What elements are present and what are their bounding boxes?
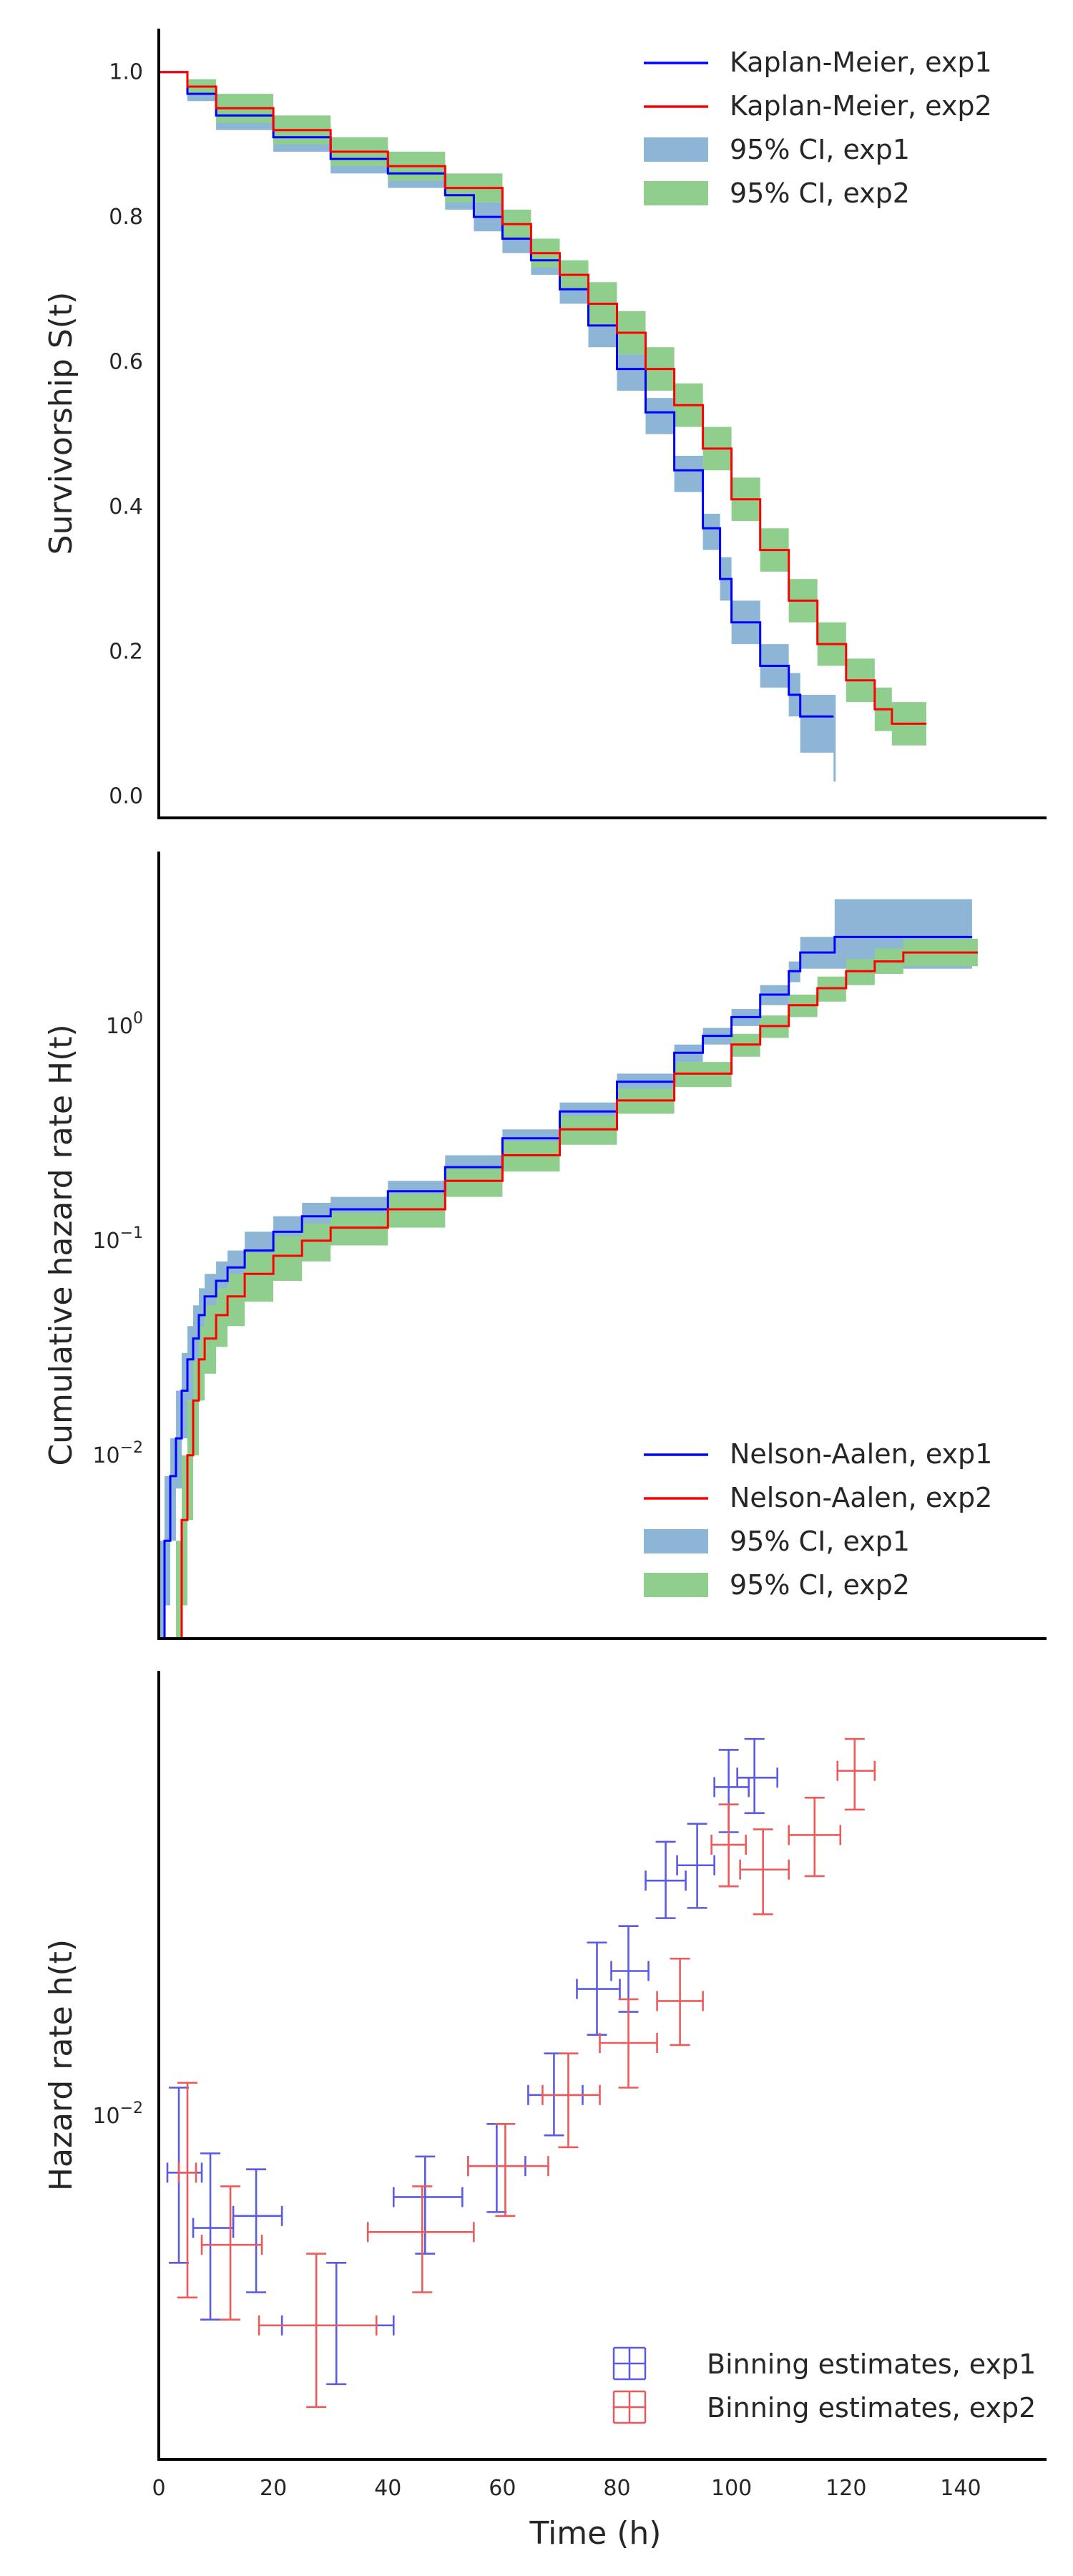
error-cross-point — [656, 1957, 704, 2046]
legend-patch-swatch — [644, 181, 708, 205]
legend-label: Binning estimates, exp1 — [707, 2348, 1036, 2380]
error-cross-point — [676, 1823, 715, 1909]
legend-patch-swatch — [644, 137, 708, 162]
error-cross-point — [258, 2253, 378, 2409]
legend-label: 95% CI, exp1 — [730, 1526, 910, 1557]
y-tick-label: 1.0 — [109, 60, 143, 85]
legend-item: Kaplan-Meier, exp2 — [644, 90, 992, 122]
legend-item: 95% CI, exp2 — [644, 1569, 910, 1601]
error-cross-point — [736, 1737, 778, 1815]
y-axis-label: Cumulative hazard rate H(t) — [43, 1024, 79, 1465]
error-cross-point — [645, 1840, 687, 1919]
y-axis-label: Survivorship S(t) — [43, 292, 79, 555]
ci-band-exp1 — [159, 72, 835, 753]
error-cross-point — [200, 2185, 263, 2321]
y-tick-label: 0.2 — [109, 639, 143, 664]
legend-item: Binning estimates, exp2 — [612, 2390, 1036, 2424]
hazard-rate-panel: 10−2 0 20 40 60 80 100 120 140 Hazard rate h(t) Ti… — [43, 1671, 1047, 2552]
error-cross-point — [788, 1796, 842, 1878]
legend-item: 95% CI, exp1 — [644, 134, 910, 165]
y-tick-label: 0.8 — [109, 205, 143, 230]
x-tick-label: 60 — [489, 2476, 516, 2501]
plot-area — [159, 71, 926, 782]
y-tick-label: 10−2 — [92, 1439, 143, 1468]
legend-label: Binning estimates, exp2 — [707, 2392, 1036, 2424]
step-line-exp1 — [159, 935, 972, 1639]
error-cross-point — [542, 2052, 601, 2149]
error-cross-point — [467, 2123, 549, 2218]
legend-patch-swatch — [644, 1529, 708, 1553]
cumulative-hazard-panel: 10−2 10−1 100 Cumulative hazard rate H(t) Ne… — [43, 852, 1047, 1640]
x-tick-label: 0 — [152, 2476, 165, 2501]
legend-item: Nelson-Aalen, exp2 — [644, 1482, 992, 1513]
legend-item: Nelson-Aalen, exp1 — [644, 1438, 992, 1470]
survivorship-panel: 0.0 0.2 0.4 0.6 0.8 1.0 Survivorship S(t) Kapla… — [43, 29, 1047, 819]
series-exp2 — [177, 1737, 876, 2409]
y-tick-label: 100 — [106, 1010, 143, 1039]
legend-patch-swatch — [644, 1573, 708, 1597]
step-line-exp2 — [159, 951, 978, 1639]
legend-item: 95% CI, exp1 — [644, 1526, 910, 1557]
step-line-exp2 — [159, 71, 926, 725]
error-cross-point — [576, 1941, 621, 2036]
y-tick-label: 10−2 — [92, 2099, 143, 2129]
y-tick-label: 0.0 — [109, 784, 143, 809]
x-tick-label: 40 — [374, 2476, 401, 2501]
legend-label: 95% CI, exp2 — [730, 177, 910, 209]
x-tick-label: 120 — [825, 2476, 866, 2501]
y-tick-label: 0.4 — [109, 494, 143, 519]
error-cross-point — [836, 1737, 876, 1811]
legend-item: Kaplan-Meier, exp1 — [644, 47, 992, 78]
plot-area — [159, 899, 978, 1639]
x-tick-label: 80 — [603, 2476, 630, 2501]
legend-label: Nelson-Aalen, exp2 — [730, 1482, 992, 1513]
legend-label: Nelson-Aalen, exp1 — [730, 1438, 992, 1470]
x-tick-label: 140 — [940, 2476, 981, 2501]
legend-label: 95% CI, exp1 — [730, 134, 910, 165]
error-cross-point — [232, 2168, 283, 2293]
x-tick-label: 100 — [711, 2476, 752, 2501]
legend-label: Kaplan-Meier, exp2 — [730, 90, 992, 122]
y-tick-label: 0.6 — [109, 349, 143, 374]
error-cross-point — [192, 2152, 235, 2321]
legend-label: 95% CI, exp2 — [730, 1569, 910, 1601]
legend-label: Kaplan-Meier, exp1 — [730, 47, 992, 78]
y-axis-label: Hazard rate h(t) — [43, 1939, 79, 2191]
error-cross-point — [710, 1803, 747, 1888]
x-tick-label: 20 — [260, 2476, 287, 2501]
legend-item: 95% CI, exp2 — [644, 177, 910, 209]
error-cross-point — [392, 2155, 464, 2255]
x-axis-label: Time (h) — [529, 2515, 662, 2552]
step-line-exp1 — [159, 71, 835, 718]
y-tick-label: 10−1 — [92, 1224, 143, 1254]
error-cross-point — [177, 2082, 198, 2299]
error-cross-point — [739, 1828, 790, 1916]
error-cross-point — [713, 1749, 750, 1833]
error-cross-point — [366, 2185, 475, 2293]
legend-item: Binning estimates, exp1 — [612, 2346, 1036, 2381]
error-cross-point — [599, 1998, 658, 2089]
ci-band-exp2 — [159, 72, 926, 746]
